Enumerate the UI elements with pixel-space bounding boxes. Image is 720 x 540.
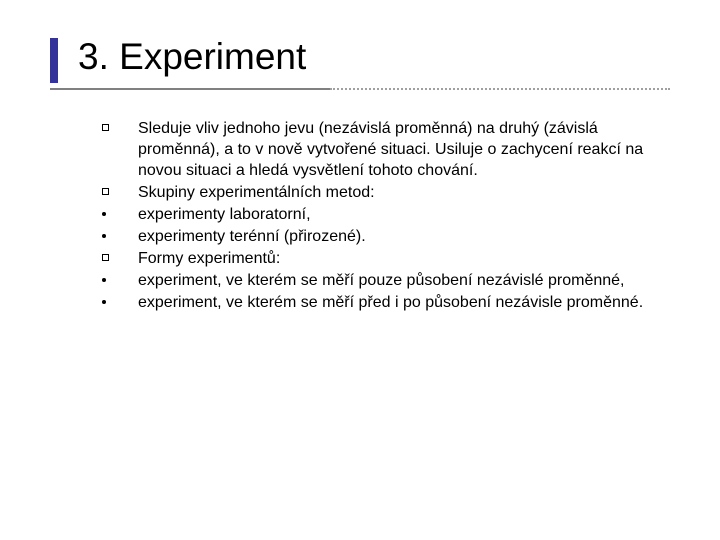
title-accent-bar: [50, 38, 58, 83]
list-item: experiment, ve kterém se měří před i po …: [102, 292, 662, 313]
list-item: experimenty terénní (přirozené).: [102, 226, 662, 247]
list-item: Formy experimentů:: [102, 248, 662, 269]
list-item: Sleduje vliv jednoho jevu (nezávislá pro…: [102, 118, 662, 181]
list-item: experimenty laboratorní,: [102, 204, 662, 225]
title-underline-dotted: [330, 88, 670, 90]
slide-body: Sleduje vliv jednoho jevu (nezávislá pro…: [102, 118, 662, 314]
bullet-dot-icon: [102, 270, 138, 282]
bullet-square-icon: [102, 182, 138, 195]
list-item-text: experiment, ve kterém se měří před i po …: [138, 292, 662, 313]
list-item-text: experiment, ve kterém se měří pouze půso…: [138, 270, 662, 291]
list-item-text: Sleduje vliv jednoho jevu (nezávislá pro…: [138, 118, 662, 181]
list-item: Skupiny experimentálních metod:: [102, 182, 662, 203]
list-item-text: Formy experimentů:: [138, 248, 662, 269]
list-item: experiment, ve kterém se měří pouze půso…: [102, 270, 662, 291]
title-underline: [50, 88, 670, 90]
slide-title: 3. Experiment: [78, 36, 306, 78]
bullet-dot-icon: [102, 204, 138, 216]
bullet-square-icon: [102, 248, 138, 261]
title-underline-solid: [50, 88, 330, 90]
bullet-dot-icon: [102, 292, 138, 304]
slide: 3. Experiment Sleduje vliv jednoho jevu …: [0, 0, 720, 540]
bullet-dot-icon: [102, 226, 138, 238]
bullet-square-icon: [102, 118, 138, 131]
list-item-text: experimenty terénní (přirozené).: [138, 226, 662, 247]
list-item-text: experimenty laboratorní,: [138, 204, 662, 225]
list-item-text: Skupiny experimentálních metod:: [138, 182, 662, 203]
